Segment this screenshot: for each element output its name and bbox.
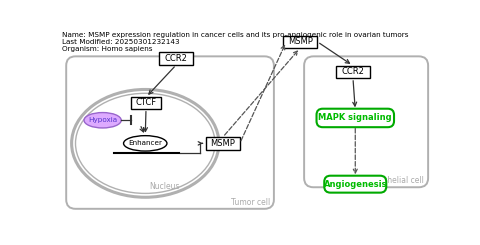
Text: Name: MSMP expression regulation in cancer cells and its pro-angiogenic role in : Name: MSMP expression regulation in canc… bbox=[61, 32, 408, 38]
FancyBboxPatch shape bbox=[336, 66, 370, 78]
Text: Endothelial cell: Endothelial cell bbox=[365, 176, 424, 185]
Ellipse shape bbox=[84, 112, 121, 128]
FancyBboxPatch shape bbox=[206, 137, 240, 149]
FancyBboxPatch shape bbox=[159, 52, 193, 65]
Text: CTCF: CTCF bbox=[135, 98, 156, 108]
Text: Nucleus: Nucleus bbox=[149, 182, 180, 191]
FancyBboxPatch shape bbox=[316, 109, 394, 127]
Text: CCR2: CCR2 bbox=[341, 67, 364, 76]
Text: Last Modified: 20250301232143: Last Modified: 20250301232143 bbox=[61, 39, 179, 45]
Text: Tumor cell: Tumor cell bbox=[231, 197, 270, 207]
Text: MSMP: MSMP bbox=[210, 139, 235, 148]
Text: MSMP: MSMP bbox=[288, 37, 312, 46]
Ellipse shape bbox=[123, 136, 167, 151]
FancyBboxPatch shape bbox=[283, 36, 317, 48]
Text: Organism: Homo sapiens: Organism: Homo sapiens bbox=[61, 46, 152, 51]
Text: Angiogenesis: Angiogenesis bbox=[324, 180, 387, 189]
Text: Hypoxia: Hypoxia bbox=[88, 117, 117, 123]
Text: Enhancer: Enhancer bbox=[128, 140, 162, 146]
Text: CCR2: CCR2 bbox=[165, 54, 188, 63]
FancyBboxPatch shape bbox=[132, 97, 161, 109]
FancyBboxPatch shape bbox=[324, 176, 386, 193]
Text: MAPK signaling: MAPK signaling bbox=[318, 113, 392, 122]
